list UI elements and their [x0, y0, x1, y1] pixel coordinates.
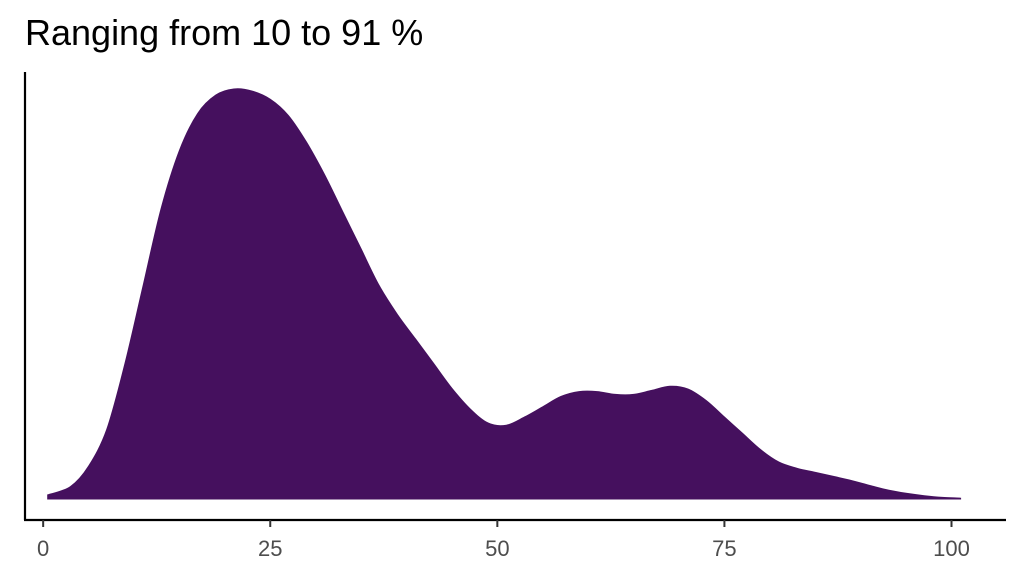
x-axis-ticks: 0 25 50 75 100 [37, 520, 970, 561]
x-tick-label: 25 [258, 536, 282, 561]
x-tick-label: 100 [933, 536, 970, 561]
x-tick-label: 0 [37, 536, 49, 561]
chart-title: Ranging from 10 to 91 % [25, 12, 424, 53]
density-area [47, 88, 962, 500]
x-tick-label: 75 [712, 536, 736, 561]
x-tick-label: 50 [485, 536, 509, 561]
